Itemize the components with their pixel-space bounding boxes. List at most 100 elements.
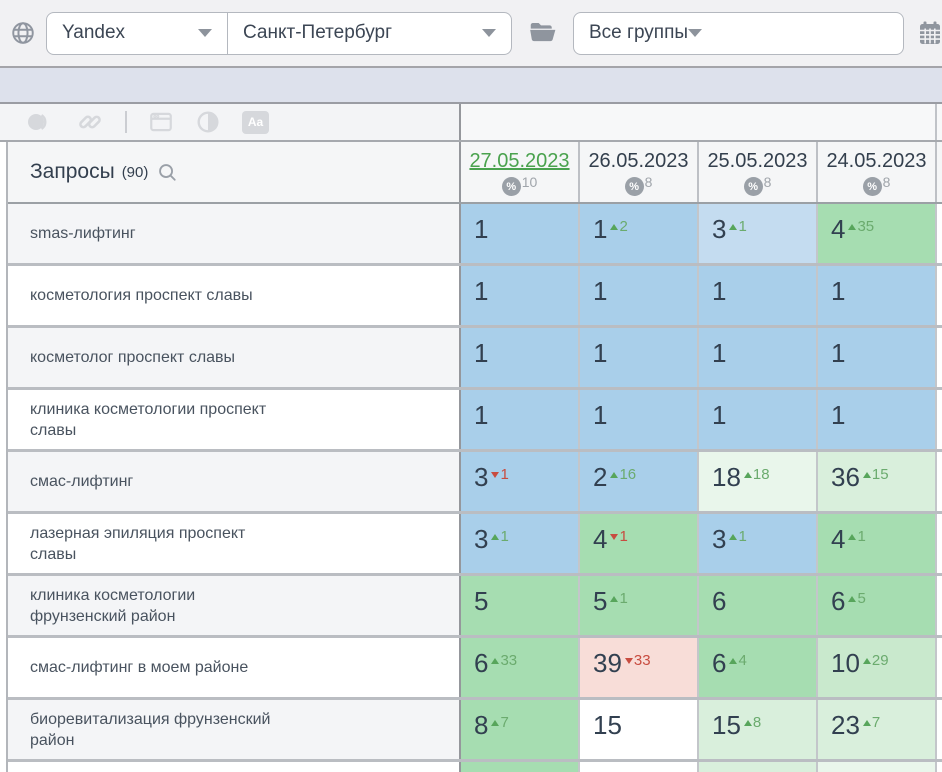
delta-up-icon xyxy=(491,719,500,726)
contrast-icon[interactable] xyxy=(195,109,221,135)
date-column-header[interactable]: 26.05.2023% 8 xyxy=(580,142,699,202)
position-cell[interactable]: 1 xyxy=(461,390,580,449)
search-icon[interactable] xyxy=(157,162,178,183)
percent-count: 8 xyxy=(763,174,772,190)
percent-count: 8 xyxy=(644,174,653,190)
query-label: смас-лифтинг xyxy=(30,473,134,490)
query-cell[interactable]: клиника косметологии проспект славы xyxy=(8,390,461,449)
position-cell[interactable]: 1 xyxy=(461,204,580,263)
position-delta: 18 xyxy=(743,466,770,483)
position-value: 36 xyxy=(831,462,860,492)
date-column-header[interactable]: 27.05.2023% 10 xyxy=(461,142,580,202)
position-delta: 7 xyxy=(862,714,880,731)
position-value: 6 xyxy=(831,586,846,616)
position-cell[interactable]: 36 15 xyxy=(818,452,937,511)
position-delta: 33 xyxy=(491,652,517,669)
delta-value: 1 xyxy=(619,528,628,545)
folder-icon[interactable] xyxy=(529,21,557,45)
position-value: 1 xyxy=(474,214,489,244)
position-cell xyxy=(818,762,937,772)
search-engine-select[interactable]: Yandex xyxy=(47,12,228,54)
group-filter-select[interactable]: Все группы xyxy=(573,11,904,55)
calendar-icon[interactable] xyxy=(919,21,941,45)
date-column-header[interactable]: 24.05.2023% 8 xyxy=(818,142,937,202)
position-value: 3 xyxy=(474,524,489,554)
position-cell[interactable]: 1 xyxy=(818,328,937,387)
position-cell[interactable]: 4 35 xyxy=(818,204,937,263)
table-row: косметология проспект славы 1 1 1 1 xyxy=(8,266,942,328)
query-cell[interactable]: клиника косметологии фрунзенский район xyxy=(8,576,461,635)
delta-value: 4 xyxy=(738,652,747,669)
position-cell[interactable]: 10 29 xyxy=(818,638,937,697)
query-cell[interactable]: лазерная эпиляция проспект славы xyxy=(8,514,461,573)
table-row: смас-лифтинг 3 1 2 16 18 18 36 15 xyxy=(8,452,942,514)
position-cell[interactable]: 1 xyxy=(699,266,818,325)
highlight-circles-icon[interactable] xyxy=(25,110,55,134)
position-cell[interactable]: 6 xyxy=(699,576,818,635)
delta-value: 1 xyxy=(857,528,866,545)
delta-value: 1 xyxy=(619,590,628,607)
position-cell[interactable]: 1 xyxy=(699,328,818,387)
query-cell[interactable]: косметолог проспект славы xyxy=(8,328,461,387)
position-delta: 33 xyxy=(624,652,651,669)
position-cell[interactable]: 1 xyxy=(461,266,580,325)
position-cell[interactable]: 6 33 xyxy=(461,638,580,697)
position-cell[interactable]: 15 8 xyxy=(699,700,818,759)
window-icon[interactable] xyxy=(148,109,174,135)
position-value: 2 xyxy=(593,462,608,492)
next-column-sliver xyxy=(937,142,942,202)
globe-icon[interactable] xyxy=(10,20,36,46)
position-cell[interactable]: 1 xyxy=(580,328,699,387)
chevron-down-icon xyxy=(198,29,212,37)
search-engine-region-group: Yandex Санкт-Петербург xyxy=(46,11,512,55)
position-delta: 2 xyxy=(610,218,628,235)
query-cell[interactable]: биоревитализация фрунзенский район xyxy=(8,700,461,759)
position-cell[interactable]: 1 xyxy=(699,390,818,449)
link-icon[interactable] xyxy=(76,108,104,136)
query-cell[interactable]: косметология проспект славы xyxy=(8,266,461,325)
region-select[interactable]: Санкт-Петербург xyxy=(228,13,511,54)
query-cell[interactable]: smas-лифтинг xyxy=(8,204,461,263)
position-value: 15 xyxy=(712,710,741,740)
position-cell[interactable]: 23 7 xyxy=(818,700,937,759)
query-cell[interactable]: смас-лифтинг xyxy=(8,452,461,511)
position-cell[interactable]: 15 xyxy=(580,700,699,759)
position-value: 6 xyxy=(474,648,489,678)
position-cell[interactable]: 39 33 xyxy=(580,638,699,697)
position-cell[interactable]: 1 xyxy=(580,266,699,325)
position-cell[interactable]: 1 xyxy=(580,390,699,449)
queries-count: (90) xyxy=(121,163,149,181)
position-cell[interactable]: 5 xyxy=(461,576,580,635)
position-delta: 15 xyxy=(862,466,889,483)
position-cell[interactable]: 2 16 xyxy=(580,452,699,511)
date-column-header[interactable]: 25.05.2023% 8 xyxy=(699,142,818,202)
position-cell[interactable]: 1 xyxy=(818,390,937,449)
query-cell[interactable]: смас-лифтинг в моем районе xyxy=(8,638,461,697)
position-value: 6 xyxy=(712,648,727,678)
position-cell[interactable]: 1 xyxy=(461,328,580,387)
position-value: 10 xyxy=(831,648,860,678)
query-label: клиника косметологии проспект славы xyxy=(30,400,267,439)
position-delta: 1 xyxy=(729,218,747,235)
position-value: 4 xyxy=(831,524,846,554)
next-column-sliver xyxy=(937,700,942,759)
position-value: 1 xyxy=(593,338,608,368)
delta-value: 7 xyxy=(500,714,509,731)
percent-badge: % 8 xyxy=(743,174,772,196)
font-case-icon[interactable]: Aa xyxy=(242,110,269,134)
position-cell[interactable]: 1 xyxy=(818,266,937,325)
delta-up-icon xyxy=(491,657,500,664)
position-cell[interactable]: 18 18 xyxy=(699,452,818,511)
table-row-partial xyxy=(8,762,942,772)
